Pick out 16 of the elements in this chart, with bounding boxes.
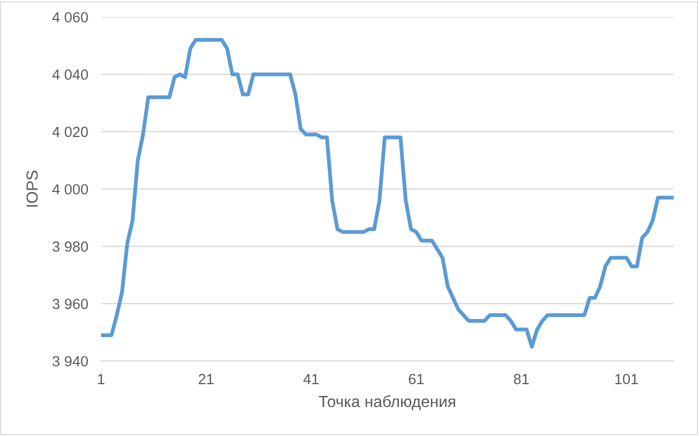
x-tick-label: 81 <box>514 374 529 384</box>
x-tick-label: 41 <box>303 374 319 384</box>
y-tick-label: 4 060 <box>52 12 88 22</box>
y-tick-label: 3 940 <box>52 356 88 366</box>
x-tick-label: 61 <box>408 374 424 384</box>
y-tick-label: 4 020 <box>52 126 88 138</box>
y-tick-label: 4 040 <box>52 69 88 80</box>
y-tick-label: 3 980 <box>52 241 88 252</box>
y-axis-title: IOPS <box>26 170 38 207</box>
line-series <box>101 38 674 349</box>
x-tick-label: 21 <box>198 374 214 384</box>
y-tick-label: 3 960 <box>52 298 88 310</box>
y-tick-label: 4 000 <box>52 184 88 194</box>
x-tick-label: 1 <box>98 374 104 384</box>
x-tick-label: 101 <box>615 374 638 384</box>
x-axis-title: Точка наблюдения <box>318 395 456 410</box>
